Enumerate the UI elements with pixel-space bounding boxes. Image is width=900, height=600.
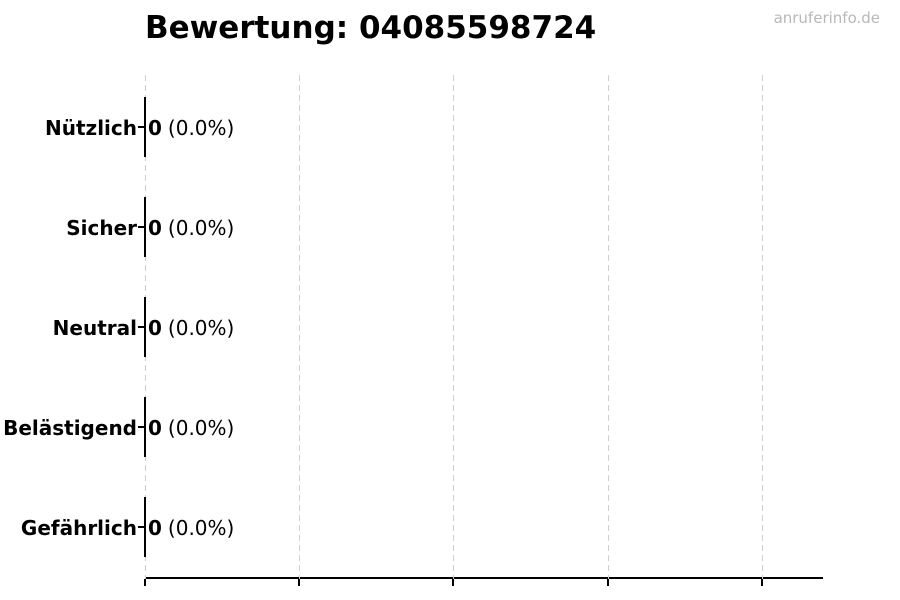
value-number: 0 xyxy=(148,316,162,340)
value-number: 0 xyxy=(148,516,162,540)
category-label: Neutral xyxy=(52,316,137,340)
value-label: 0 (0.0%) xyxy=(148,516,234,540)
category-label: Nützlich xyxy=(45,116,137,140)
gridline xyxy=(453,75,454,579)
value-percent: (0.0%) xyxy=(167,116,235,140)
y-axis-tick xyxy=(138,426,145,428)
bar-nuetzlich xyxy=(144,97,146,157)
value-label: 0 (0.0%) xyxy=(148,116,234,140)
x-axis-tick xyxy=(607,579,609,586)
category-label: Gefährlich xyxy=(20,516,137,540)
value-percent: (0.0%) xyxy=(167,316,235,340)
x-axis-tick xyxy=(761,579,763,586)
bar-neutral xyxy=(144,297,146,357)
gridline xyxy=(608,75,609,579)
value-number: 0 xyxy=(148,216,162,240)
value-label: 0 (0.0%) xyxy=(148,316,234,340)
chart-title: Bewertung: 04085598724 xyxy=(145,10,597,46)
gridline xyxy=(762,75,763,579)
x-axis-tick xyxy=(452,579,454,586)
bar-gefaehrlich xyxy=(144,497,146,557)
value-number: 0 xyxy=(148,416,162,440)
value-percent: (0.0%) xyxy=(167,416,235,440)
plot-area xyxy=(144,75,823,586)
bar-sicher xyxy=(144,197,146,257)
category-label: Belästigend xyxy=(3,416,137,440)
value-number: 0 xyxy=(148,116,162,140)
y-axis-tick xyxy=(138,526,145,528)
value-percent: (0.0%) xyxy=(167,216,235,240)
value-label: 0 (0.0%) xyxy=(148,416,234,440)
value-percent: (0.0%) xyxy=(167,516,235,540)
watermark: anruferinfo.de xyxy=(773,9,880,27)
y-axis-tick xyxy=(138,126,145,128)
category-label: Sicher xyxy=(66,216,137,240)
x-axis-tick xyxy=(144,579,146,586)
y-axis-tick xyxy=(138,226,145,228)
y-axis-tick xyxy=(138,326,145,328)
value-label: 0 (0.0%) xyxy=(148,216,234,240)
bar-belaestigend xyxy=(144,397,146,457)
gridline xyxy=(299,75,300,579)
x-axis-tick xyxy=(298,579,300,586)
